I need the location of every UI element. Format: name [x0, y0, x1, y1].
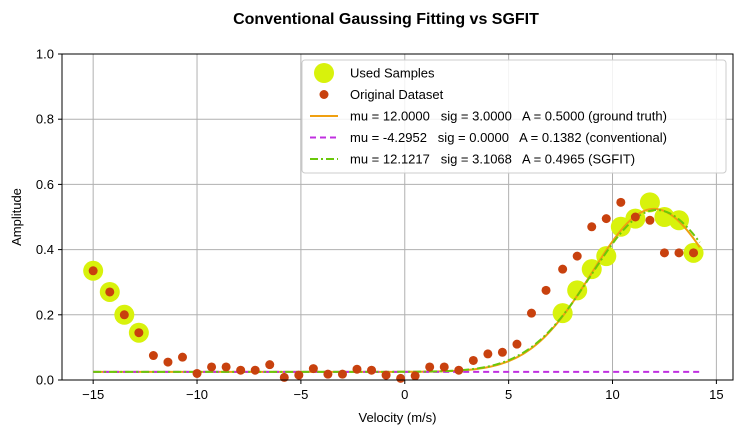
legend-label: mu = 12.0000 sig = 3.0000 A = 0.5000 (gr… — [350, 109, 667, 124]
original-data-point — [148, 351, 158, 361]
x-tick-label: −15 — [82, 387, 104, 402]
x-tick-label: 15 — [709, 387, 723, 402]
x-tick-label: 5 — [505, 387, 512, 402]
original-data-point — [221, 362, 231, 372]
legend-label: Used Samples — [350, 66, 435, 81]
legend-handle-original — [319, 90, 329, 99]
y-tick-label: 0.0 — [36, 373, 54, 388]
used-sample-point — [639, 192, 660, 213]
original-data-point — [541, 285, 551, 295]
legend-box — [301, 59, 727, 174]
original-data-point — [483, 349, 493, 359]
legend-label: Original Dataset — [350, 87, 444, 102]
sgfit-line — [93, 208, 701, 373]
legend-label: mu = -4.2952 sig = 0.0000 A = 0.1382 (co… — [350, 130, 667, 145]
original-data-point — [526, 308, 536, 318]
original-data-point — [352, 364, 362, 374]
y-tick-label: 0.8 — [36, 112, 54, 127]
original-data-point — [381, 370, 391, 380]
original-data-point — [645, 215, 655, 225]
chart-title: Conventional Gaussing Fitting vs SGFIT — [233, 11, 539, 28]
series-layer — [83, 192, 704, 383]
legend-handle-used-samples — [314, 63, 334, 83]
y-tick-label: 0.4 — [36, 242, 54, 257]
original-data-point — [497, 347, 507, 357]
original-data-point — [323, 369, 333, 379]
original-data-point — [105, 287, 115, 297]
plot-frame — [61, 53, 734, 381]
original-data-point — [425, 362, 435, 372]
original-data-point — [279, 372, 289, 382]
x-tick-label: 10 — [605, 387, 619, 402]
original-data-point — [207, 362, 217, 372]
x-tick-label: −10 — [186, 387, 208, 402]
original-data-point — [337, 369, 347, 379]
y-tick-label: 0.6 — [36, 177, 54, 192]
original-data-point — [236, 365, 246, 375]
original-data-point — [587, 222, 597, 232]
original-data-point — [396, 373, 406, 383]
y-axis-label: Amplitude — [9, 188, 24, 246]
original-data-point — [163, 357, 173, 367]
original-data-point — [558, 264, 568, 274]
original-data-point — [308, 364, 318, 374]
original-data-point — [468, 355, 478, 365]
original-data-point — [439, 362, 449, 372]
original-data-point — [630, 212, 640, 222]
used-sample-point — [567, 280, 588, 301]
original-data-point — [367, 365, 377, 375]
legend: Used Samples Original Dataset mu = 12.0000… — [301, 59, 727, 174]
original-data-point — [659, 248, 669, 258]
original-data-point — [689, 248, 699, 258]
original-data-point — [294, 370, 304, 380]
ground-truth-line — [93, 207, 701, 373]
original-data-point — [250, 365, 260, 375]
original-data-point — [601, 214, 611, 224]
original-data-point — [616, 197, 626, 207]
used-sample-point — [596, 246, 617, 267]
x-tick-label: −5 — [293, 387, 308, 402]
x-axis-label: Velocity (m/s) — [358, 410, 436, 425]
original-data-point — [572, 251, 582, 261]
original-data-point — [88, 266, 98, 276]
original-data-point — [512, 339, 522, 349]
original-data-point — [674, 248, 684, 258]
legend-label: mu = 12.1217 sig = 3.1068 A = 0.4965 (SG… — [350, 152, 635, 167]
original-data-point — [119, 310, 129, 320]
x-tick-label: 0 — [401, 387, 408, 402]
original-data-point — [454, 365, 464, 375]
original-data-point — [192, 368, 202, 378]
original-data-point — [265, 360, 275, 370]
y-tick-label: 1.0 — [36, 47, 54, 62]
original-data-point — [134, 328, 144, 338]
ticks: −15 −10 −5 0 5 10 15 0.0 0.2 0.4 0.6 0.8 1.0 — [36, 47, 724, 403]
used-sample-point — [610, 216, 631, 237]
y-tick-label: 0.2 — [36, 307, 54, 322]
original-data-point — [177, 352, 187, 362]
original-data-point — [410, 371, 420, 381]
